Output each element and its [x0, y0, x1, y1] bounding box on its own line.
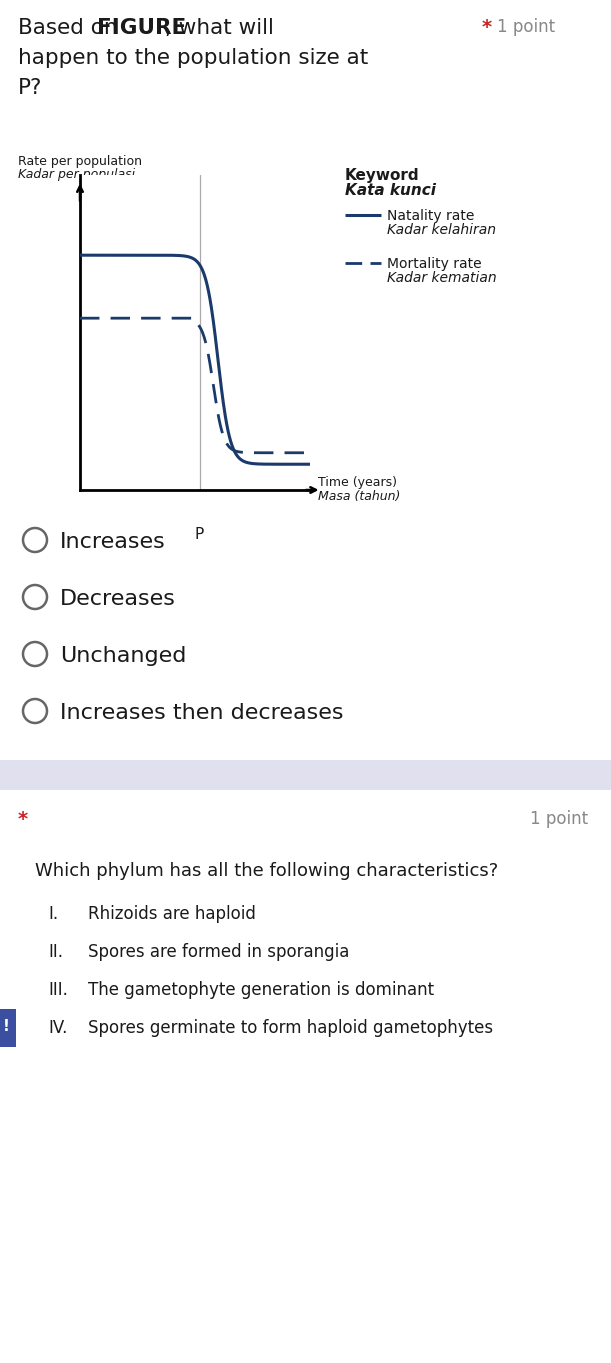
Text: happen to the population size at: happen to the population size at: [18, 48, 368, 68]
FancyBboxPatch shape: [0, 1009, 16, 1047]
Text: Decreases: Decreases: [60, 589, 176, 609]
Text: P?: P?: [18, 78, 42, 98]
Text: FIGURE: FIGURE: [97, 18, 186, 38]
Text: Unchanged: Unchanged: [60, 646, 186, 667]
Text: Masa (tahun): Masa (tahun): [318, 491, 400, 503]
Text: I.: I.: [48, 905, 58, 923]
Text: Spores are formed in sporangia: Spores are formed in sporangia: [88, 943, 349, 961]
Text: Natality rate: Natality rate: [387, 209, 474, 224]
Text: Kadar kematian: Kadar kematian: [387, 271, 497, 285]
Text: Kata kunci: Kata kunci: [345, 183, 436, 198]
Text: Rhizoids are haploid: Rhizoids are haploid: [88, 905, 256, 923]
Text: , what will: , what will: [165, 18, 274, 38]
Text: Rate per population: Rate per population: [18, 155, 142, 168]
Text: P: P: [195, 527, 204, 542]
Text: Kadar per populasi: Kadar per populasi: [18, 168, 135, 181]
Text: !: !: [3, 1020, 10, 1035]
Text: Which phylum has all the following characteristics?: Which phylum has all the following chara…: [35, 861, 498, 880]
Text: 1 point: 1 point: [497, 18, 555, 35]
Text: Spores germinate to form haploid gametophytes: Spores germinate to form haploid gametop…: [88, 1020, 493, 1037]
Text: Mortality rate: Mortality rate: [387, 258, 481, 271]
Text: Increases then decreases: Increases then decreases: [60, 703, 343, 722]
Text: Based on: Based on: [18, 18, 125, 38]
Text: Kadar kelahiran: Kadar kelahiran: [387, 224, 496, 237]
Text: III.: III.: [48, 981, 68, 999]
Text: 1 point: 1 point: [530, 810, 588, 827]
Text: Keyword: Keyword: [345, 168, 420, 183]
Text: *: *: [482, 18, 499, 37]
Text: IV.: IV.: [48, 1020, 67, 1037]
Text: Time (years): Time (years): [318, 476, 397, 489]
Text: The gametophyte generation is dominant: The gametophyte generation is dominant: [88, 981, 434, 999]
Text: II.: II.: [48, 943, 63, 961]
FancyBboxPatch shape: [0, 761, 611, 791]
Text: Increases: Increases: [60, 532, 166, 552]
Text: *: *: [18, 810, 28, 829]
